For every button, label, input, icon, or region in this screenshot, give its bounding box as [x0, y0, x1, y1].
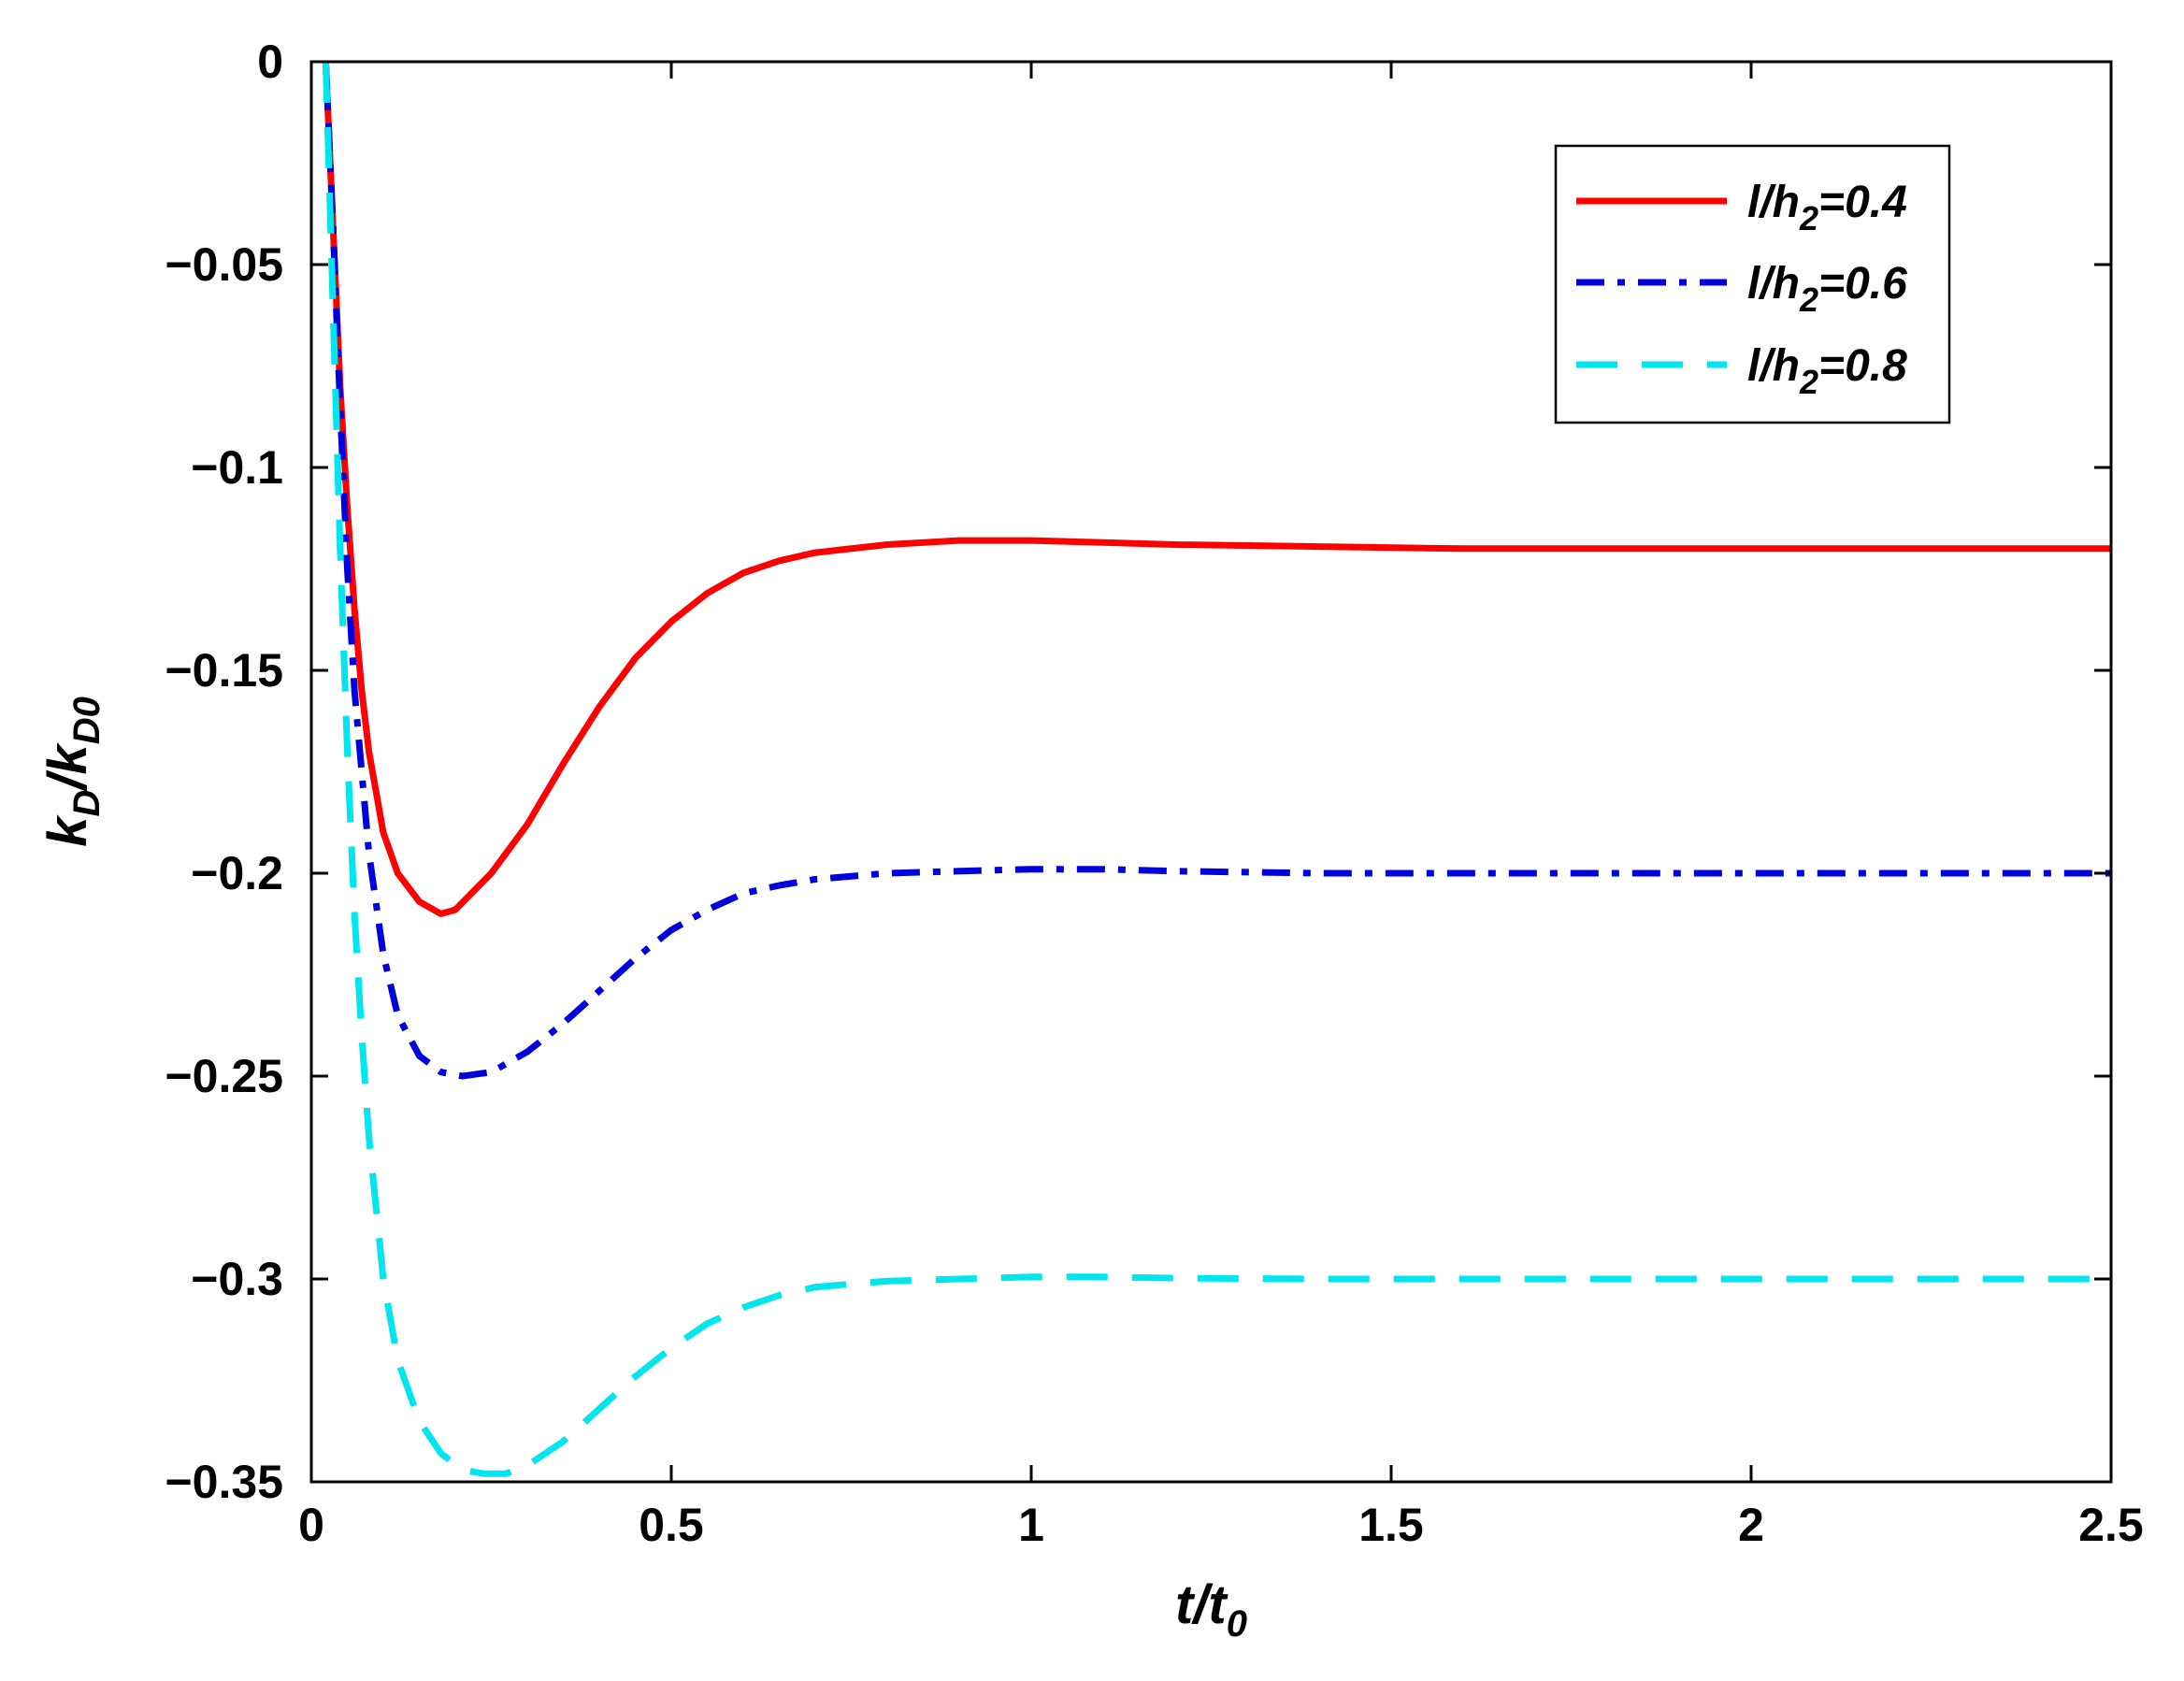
series-layer	[322, 61, 2111, 1477]
y-tick-label: −0.15	[165, 644, 283, 697]
legend: l/h2=0.4l/h2=0.6l/h2=0.8	[1554, 144, 1951, 424]
y-axis-label-sub1: D	[66, 790, 108, 817]
legend-label-base: l/h	[1747, 341, 1800, 391]
series-line-1	[322, 61, 2111, 917]
axis-ticks: 0 0.5 1 1.5 2 2.5 0 −0.05 −0.1 −0.15 −0.2 −0.25 −0.3…	[165, 36, 2143, 1551]
x-tick-label: 1	[1018, 1499, 1044, 1551]
x-tick-label: 0	[298, 1499, 324, 1551]
legend-label-2: l/h2=0.6	[1747, 259, 1907, 319]
x-tick-label: 0.5	[639, 1499, 704, 1551]
y-axis-label-k2: k	[37, 742, 98, 775]
x-tick-label: 2.5	[2078, 1499, 2144, 1551]
legend-label-base: l/h	[1747, 178, 1800, 227]
legend-label-value: =0.6	[1818, 259, 1907, 309]
legend-label-value: =0.8	[1818, 341, 1907, 391]
y-tick-label: −0.2	[191, 847, 283, 899]
y-axis-label: kD/kD0	[37, 697, 108, 847]
y-tick-label: −0.1	[191, 441, 283, 494]
legend-label-sub: 2	[1799, 199, 1818, 237]
y-tick-label: −0.05	[165, 238, 283, 291]
y-tick-label: −0.3	[191, 1253, 283, 1305]
x-axis-label-sub: 0	[1227, 1603, 1247, 1645]
legend-label-3: l/h2=0.8	[1747, 341, 1907, 401]
x-tick-label: 1.5	[1358, 1499, 1424, 1551]
legend-label-base: l/h	[1747, 259, 1800, 309]
legend-label-value: =0.4	[1818, 178, 1907, 227]
x-axis-label-base: t/t	[1175, 1574, 1228, 1635]
y-axis-label-k1: k	[37, 814, 98, 847]
y-axis-label-sub2: D0	[66, 697, 108, 744]
legend-items: l/h2=0.4l/h2=0.6l/h2=0.8	[1576, 178, 1907, 401]
legend-label-sub: 2	[1799, 280, 1818, 319]
plot-frame	[309, 60, 2113, 1484]
x-axis-label: t/t0	[1175, 1574, 1247, 1645]
series-line-2	[322, 61, 2111, 1080]
x-tick-label: 2	[1738, 1499, 1764, 1551]
legend-label-1: l/h2=0.4	[1747, 178, 1907, 237]
y-tick-label: −0.25	[165, 1050, 283, 1102]
y-tick-label: −0.35	[165, 1456, 283, 1508]
y-tick-label: 0	[257, 36, 283, 88]
legend-label-sub: 2	[1799, 363, 1818, 401]
